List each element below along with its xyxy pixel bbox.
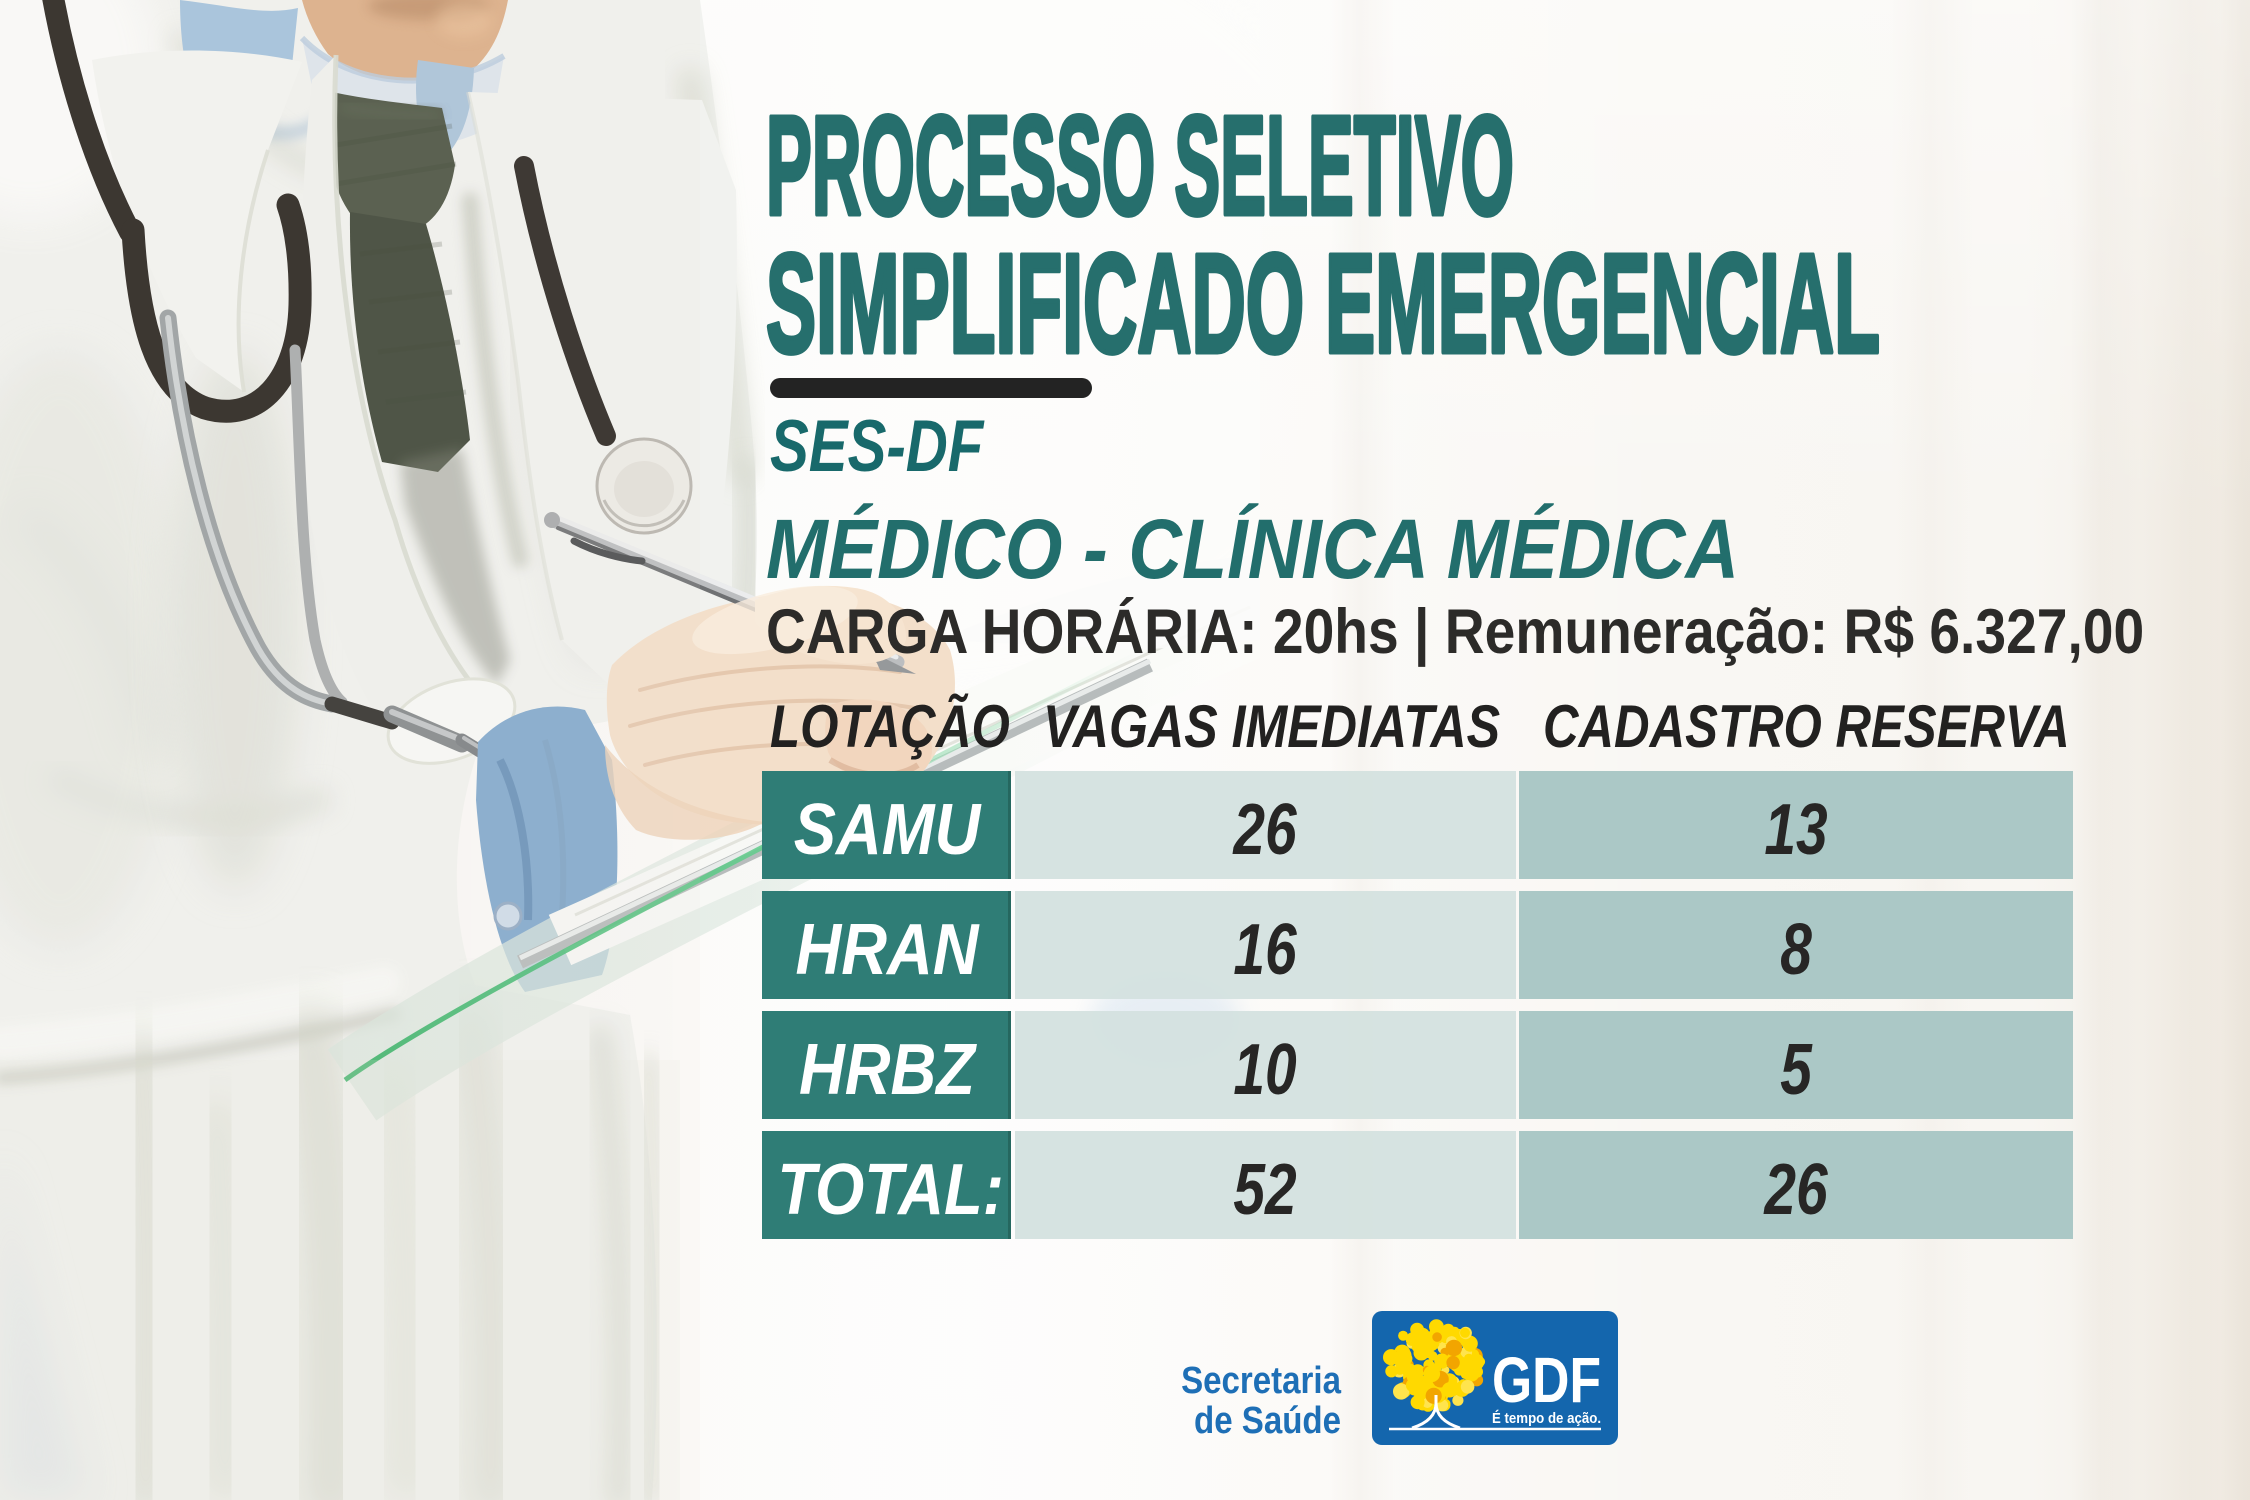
svg-text:É tempo de ação.: É tempo de ação. [1492, 1410, 1601, 1427]
svg-text:SIMPLIFICADO EMERGENCIAL: SIMPLIFICADO EMERGENCIAL [766, 224, 1880, 380]
svg-text:PROCESSO SELETIVO: PROCESSO SELETIVO [766, 90, 1514, 244]
svg-text:GDF: GDF [1492, 1344, 1601, 1416]
